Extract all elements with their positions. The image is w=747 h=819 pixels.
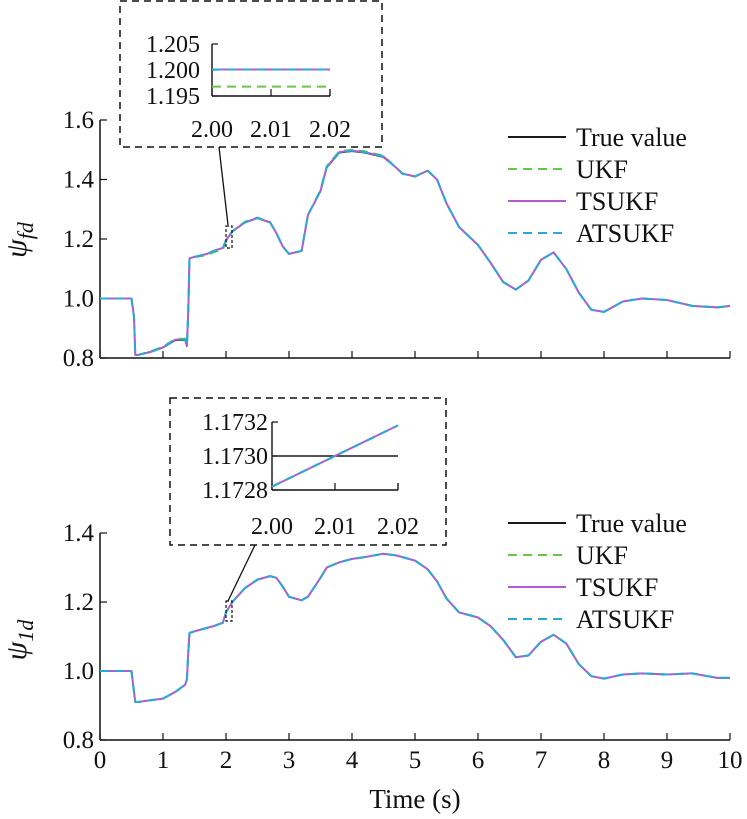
x-tick-label: 1 — [157, 747, 170, 774]
zoom-region-marker — [225, 600, 233, 622]
inset-y-tick-label: 1.205 — [146, 32, 200, 58]
legend-label: True value — [576, 509, 687, 538]
legend-label: ATSUKF — [576, 219, 674, 248]
y-axis-label-subscript: fd — [13, 221, 38, 239]
inset-y-tick-label: 1.1732 — [202, 410, 268, 436]
inset-frame — [119, 0, 383, 148]
inset-x-tick-label: 2.02 — [377, 514, 419, 540]
inset-x-tick-label: 2.00 — [191, 117, 233, 143]
y-tick-label: 1.4 — [63, 520, 95, 547]
series-line-ukf — [100, 148, 731, 356]
legend-label: TSUKF — [576, 187, 658, 216]
series-line-atsukf — [100, 149, 731, 356]
y-tick-label: 1.0 — [63, 658, 94, 685]
x-tick-label: 10 — [718, 747, 743, 774]
y-tick-label: 0.8 — [63, 727, 94, 754]
y-tick-label: 1.0 — [63, 286, 94, 313]
x-tick-label: 5 — [409, 747, 422, 774]
x-tick-label: 0 — [94, 747, 107, 774]
inset-x-tick-label: 2.01 — [250, 117, 292, 143]
zoom-region-marker — [225, 225, 233, 249]
y-tick-label: 1.2 — [63, 226, 94, 253]
inset-x-tick-label: 2.01 — [314, 514, 356, 540]
inset-x-tick-label: 2.02 — [309, 117, 351, 143]
x-tick-label: 9 — [661, 747, 674, 774]
y-tick-label: 1.6 — [63, 107, 94, 134]
legend-label: UKF — [576, 155, 628, 184]
top-panel: 0.8 1.0 1.2 1.4 1.6 ψfd True value UKF TSUKF ATSU… — [0, 0, 731, 372]
x-tick-label: 8 — [598, 747, 611, 774]
y-tick-label: 1.4 — [63, 167, 95, 194]
series-line-atsukf — [100, 552, 730, 703]
x-tick-label: 4 — [346, 747, 359, 774]
x-tick-label: 2 — [220, 747, 233, 774]
y-tick-label: 1.2 — [63, 589, 94, 616]
inset-y-tick-label: 1.200 — [146, 58, 200, 84]
bottom-panel: 0.8 1.0 1.2 1.4 0 1 2 3 4 5 6 7 8 9 10 Time (s) ψ1d True … — [0, 397, 743, 814]
y-axis-label-symbol: ψ — [0, 640, 33, 660]
y-tick-label: 0.8 — [63, 345, 94, 372]
legend-label: UKF — [576, 541, 628, 570]
inset-y-tick-label: 1.1728 — [202, 478, 268, 504]
series-line-tsukf — [100, 149, 731, 356]
inset-y-tick-label: 1.195 — [146, 84, 200, 110]
x-tick-label: 6 — [472, 747, 485, 774]
inset-connector — [218, 146, 229, 226]
inset-x-tick-label: 2.00 — [251, 514, 293, 540]
legend-label: ATSUKF — [576, 605, 674, 634]
legend-label: TSUKF — [576, 573, 658, 602]
series-line-true-value — [100, 150, 731, 356]
inset-series-line-atsukf — [271, 424, 399, 488]
x-tick-label: 7 — [535, 747, 548, 774]
inset-y-tick-label: 1.1730 — [202, 444, 268, 470]
x-tick-label: 3 — [283, 747, 296, 774]
y-axis-label: ψfd — [0, 221, 38, 258]
x-axis-label: Time (s) — [369, 784, 460, 814]
y-axis-label: ψ1d — [0, 619, 38, 661]
legend-label: True value — [576, 123, 687, 152]
y-axis-label-symbol: ψ — [0, 238, 33, 258]
y-axis-label-subscript: 1d — [13, 619, 38, 642]
inset-frame — [169, 397, 447, 546]
inset-connector — [227, 544, 256, 602]
